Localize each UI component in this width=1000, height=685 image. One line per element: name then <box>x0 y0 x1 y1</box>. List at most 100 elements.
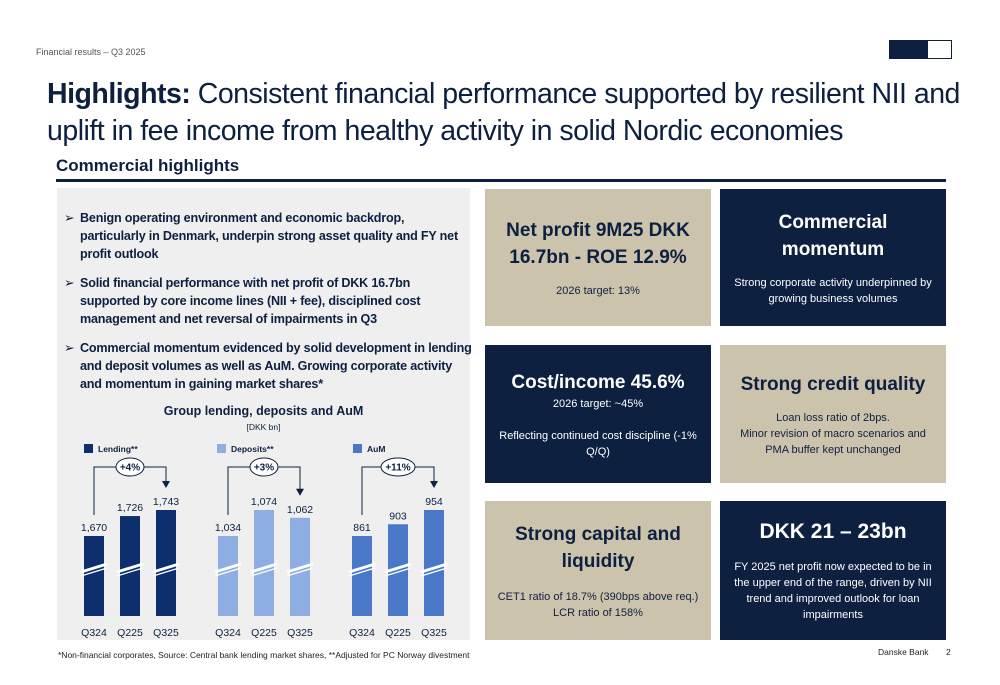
bullet-text: Benign operating environment and economi… <box>80 211 458 261</box>
growth-badge <box>115 457 145 477</box>
card-text: 2026 target: 13% <box>556 284 640 297</box>
growth-badge <box>249 457 279 477</box>
arrow-bullet-icon: ➢ <box>64 211 75 225</box>
bar <box>218 536 238 616</box>
card-headline: Net profit 9M25 DKK 16.7bn - ROE 12.9% <box>506 219 690 268</box>
category-label: Q225 <box>385 627 411 639</box>
data-label: 861 <box>353 522 371 534</box>
data-label: 1,034 <box>215 522 241 534</box>
arrow-down-icon <box>430 481 438 488</box>
bar <box>84 536 104 616</box>
card-headline: Strong capital and liquidity <box>515 523 681 572</box>
legend-label: AuM <box>367 444 385 454</box>
card-text: Strong corporate activity underpinned by… <box>734 276 932 305</box>
growth-label: +11% <box>385 463 410 474</box>
card-headline: DKK 21 – 23bn <box>759 520 907 543</box>
page-title-rest: Consistent financial performance support… <box>47 78 960 147</box>
card-profit-outlook: DKK 21 – 23bn FY 2025 net profit now exp… <box>720 501 946 640</box>
category-label: Q325 <box>287 627 313 639</box>
category-label: Q225 <box>251 627 277 639</box>
page-number: 2 <box>946 647 951 657</box>
axis-break-mark <box>348 562 376 574</box>
chart-title: Group lending, deposits and AuM <box>163 404 364 418</box>
card-commercial-momentum: Commercial momentum Strong corporate act… <box>720 189 946 326</box>
card-text: CET1 ratio of 18.7% (390bps above req.) <box>497 590 699 603</box>
card-cost-income: Cost/income 45.6% 2026 target: ~45% Refl… <box>485 345 711 483</box>
bullet-text: Commercial momentum evidenced by solid d… <box>80 341 472 391</box>
growth-label: +4% <box>120 463 140 474</box>
legend-swatch <box>217 444 226 453</box>
axis-break-mark <box>214 567 242 577</box>
axis-break-mark <box>116 562 144 574</box>
data-label: 903 <box>389 510 407 522</box>
axis-break-mark <box>384 562 412 574</box>
card-text: Reflecting continued cost discipline (-1… <box>499 429 697 458</box>
section-divider <box>56 179 946 182</box>
axis-break-mark <box>152 562 180 574</box>
arrow-bullet-icon: ➢ <box>64 276 75 290</box>
axis-break-mark <box>152 567 180 577</box>
legend-label: Deposits** <box>231 444 274 454</box>
bar <box>424 510 444 616</box>
card-text: LCR ratio of 158% <box>553 606 643 619</box>
brand-logo <box>889 40 952 59</box>
bar <box>352 536 372 616</box>
axis-break-mark <box>214 562 242 574</box>
arrow-down-icon <box>162 481 170 488</box>
arrow-down-icon <box>296 488 304 496</box>
data-label: 1,074 <box>251 496 277 508</box>
card-credit-quality: Strong credit quality Loan loss ratio of… <box>720 345 946 483</box>
category-label: Q325 <box>153 627 179 639</box>
bar <box>156 510 176 616</box>
bar <box>254 510 274 616</box>
category-label: Q324 <box>215 627 241 639</box>
card-capital-liquidity: Strong capital and liquidity CET1 ratio … <box>485 501 711 640</box>
axis-break-mark <box>286 567 314 577</box>
axis-break-mark <box>116 567 144 577</box>
axis-break-mark <box>80 562 108 574</box>
legend-swatch <box>84 444 93 453</box>
category-label: Q324 <box>81 627 107 639</box>
bullet-item: ➢ Solid financial performance with net pr… <box>64 274 472 328</box>
category-label: Q325 <box>421 627 447 639</box>
card-headline: Strong credit quality <box>740 373 926 395</box>
card-text: Loan loss ratio of 2bps. <box>776 411 890 424</box>
axis-break-mark <box>348 567 376 577</box>
data-label: 1,062 <box>287 504 313 516</box>
bar <box>120 516 140 616</box>
category-label: Q225 <box>117 627 143 639</box>
card-text: FY 2025 net profit now expected to be in… <box>734 561 932 621</box>
axis-break-mark <box>250 562 278 574</box>
growth-badge <box>380 457 416 477</box>
category-label: Q324 <box>349 627 375 639</box>
page-title: Highlights: Consistent financial perform… <box>47 76 977 150</box>
axis-break-mark <box>286 562 314 574</box>
card-text: Minor revision of macro scenarios and PM… <box>740 427 926 456</box>
card-headline: Commercial momentum <box>778 211 888 260</box>
footer-brand: Danske Bank <box>878 647 929 657</box>
axis-break-mark <box>420 562 448 574</box>
volume-bar-chart: Lending** 1,670 Q324 1,726 Q225 1,743 Q325 +4% D… <box>80 444 448 639</box>
chart-subtitle: [DKK bn] <box>246 422 281 432</box>
growth-label: +3% <box>254 463 274 474</box>
page-title-bold: Highlights: <box>47 78 191 110</box>
axis-break-mark <box>420 567 448 577</box>
bullet-list: ➢ Benign operating environment and econom… <box>64 209 472 404</box>
axis-break-mark <box>80 567 108 577</box>
bar <box>388 524 408 616</box>
axis-break-mark <box>250 567 278 577</box>
bullet-item: ➢ Benign operating environment and econom… <box>64 209 472 263</box>
bullet-item: ➢ Commercial momentum evidenced by solid … <box>64 339 472 393</box>
axis-break-mark <box>384 567 412 577</box>
arrow-bullet-icon: ➢ <box>64 341 75 355</box>
data-label: 954 <box>425 496 443 508</box>
card-net-profit: Net profit 9M25 DKK 16.7bn - ROE 12.9% 2… <box>485 189 711 326</box>
legend-label: Lending** <box>98 444 138 454</box>
data-label: 1,726 <box>117 502 143 514</box>
section-label: Financial results – Q3 2025 <box>36 47 146 57</box>
data-label: 1,743 <box>153 496 179 508</box>
card-headline: Cost/income 45.6% <box>511 371 685 393</box>
data-label: 1,670 <box>81 522 107 534</box>
bullet-text: Solid financial performance with net pro… <box>80 276 421 326</box>
section-title: Commercial highlights <box>56 156 240 175</box>
